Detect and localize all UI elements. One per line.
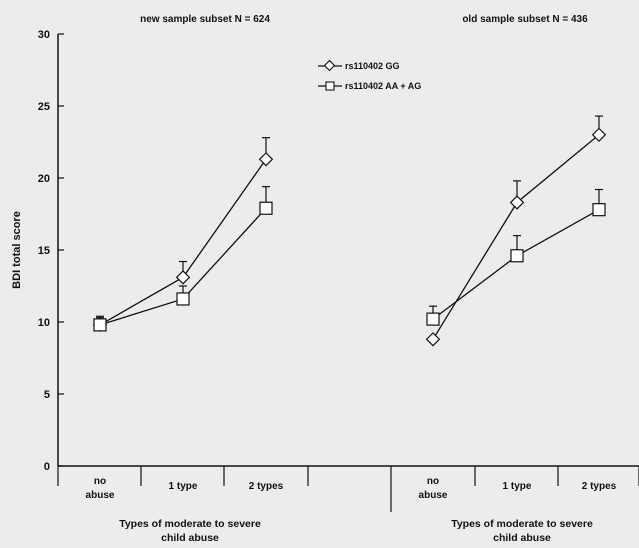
series-diamond (425, 115, 607, 347)
data-point-diamond (175, 270, 191, 285)
data-point-diamond (509, 195, 525, 210)
data-point-square (426, 312, 440, 326)
y-axis-label: BDI total score (11, 211, 23, 289)
y-tick-label: 20 (38, 173, 50, 185)
panel-2: old sample subset N = 436 no abuse 1 type 2 … (390, 14, 639, 544)
category-label: 1 type (169, 481, 198, 492)
legend-label-gg: rs110402 GG (345, 61, 400, 71)
category-label-line2: abuse (419, 490, 448, 501)
panel-1: new sample subset N = 624 no abuse 1 type 2 … (57, 14, 309, 544)
panel-title: old sample subset N = 436 (462, 14, 588, 25)
x-axis-label: Types of moderate to severe (119, 518, 261, 530)
legend-label-aa-ag: rs110402 AA + AG (345, 81, 421, 91)
data-point-square (592, 203, 606, 217)
y-tick-label: 0 (44, 461, 50, 473)
data-point-square (259, 201, 273, 215)
series-line (432, 209, 600, 320)
data-point-diamond (425, 332, 441, 347)
category-label: 2 types (249, 481, 284, 492)
y-ticks: 0 5 10 15 20 25 30 (38, 29, 64, 473)
legend-square-marker (325, 81, 335, 91)
x-axis-label-line2: child abuse (161, 532, 219, 544)
data-point-square (176, 292, 190, 306)
panels: new sample subset N = 624 no abuse 1 type 2 … (57, 14, 639, 544)
panel-title: new sample subset N = 624 (140, 14, 270, 25)
category-label: 1 type (503, 481, 532, 492)
category-label: 2 types (582, 481, 617, 492)
y-tick-label: 15 (38, 245, 50, 257)
data-point-diamond (591, 127, 607, 143)
data-point-diamond (258, 152, 274, 167)
category-label-line2: abuse (86, 490, 115, 501)
data-point-square (510, 249, 524, 263)
y-tick-label: 10 (38, 317, 50, 329)
x-axis-label-line2: child abuse (493, 532, 551, 544)
data-point-square (93, 318, 107, 332)
category-label: no (94, 476, 106, 487)
series-square (93, 186, 273, 332)
y-tick-label: 30 (38, 29, 50, 41)
category-label: no (427, 476, 439, 487)
x-axis-label: Types of moderate to severe (451, 518, 593, 530)
series-square (426, 188, 606, 326)
legend: rs110402 GG rs110402 AA + AG (318, 59, 421, 91)
series-line (432, 134, 600, 340)
y-tick-label: 25 (38, 101, 50, 113)
legend-diamond-marker (323, 59, 336, 72)
axes (57, 34, 639, 467)
y-tick-label: 5 (44, 389, 50, 401)
